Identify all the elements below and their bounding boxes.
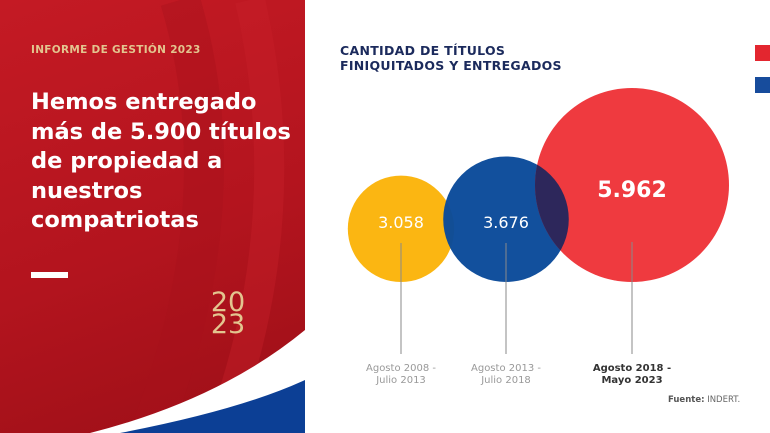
category-label-0: Agosto 2008 -: [366, 363, 436, 374]
chart-title: CANTIDAD DE TÍTULOS FINIQUITADOS Y ENTRE…: [340, 43, 562, 73]
bubble-0: [347, 175, 455, 282]
flag-wave-decoration: [90, 0, 305, 433]
flag-blue-mark: [755, 77, 770, 93]
source-note: Fuente: INDERT.: [668, 395, 741, 405]
headline: Hemos entregado más de 5.900 títulos de …: [31, 89, 291, 233]
category-label-0-line2: Julio 2013: [375, 375, 426, 386]
category-label-2-line2: Mayo 2023: [601, 375, 662, 386]
flag-red-mark: [755, 45, 770, 61]
bubble-label-1: 3.676: [483, 213, 529, 232]
bubble-label-2: 5.962: [597, 178, 667, 203]
left-panel: INFORME DE GESTIÓN 2023 Hemos entregado …: [0, 0, 305, 433]
bubble-2: [535, 88, 729, 282]
category-label-1: Agosto 2013 -: [471, 363, 541, 374]
divider: [31, 272, 68, 278]
bubble-label-0: 3.058: [378, 213, 424, 232]
year-logo: 20 23: [210, 287, 246, 340]
category-label-2: Agosto 2018 -: [593, 363, 671, 374]
report-kicker: INFORME DE GESTIÓN 2023: [31, 44, 201, 56]
category-label-1-line2: Julio 2018: [480, 375, 531, 386]
